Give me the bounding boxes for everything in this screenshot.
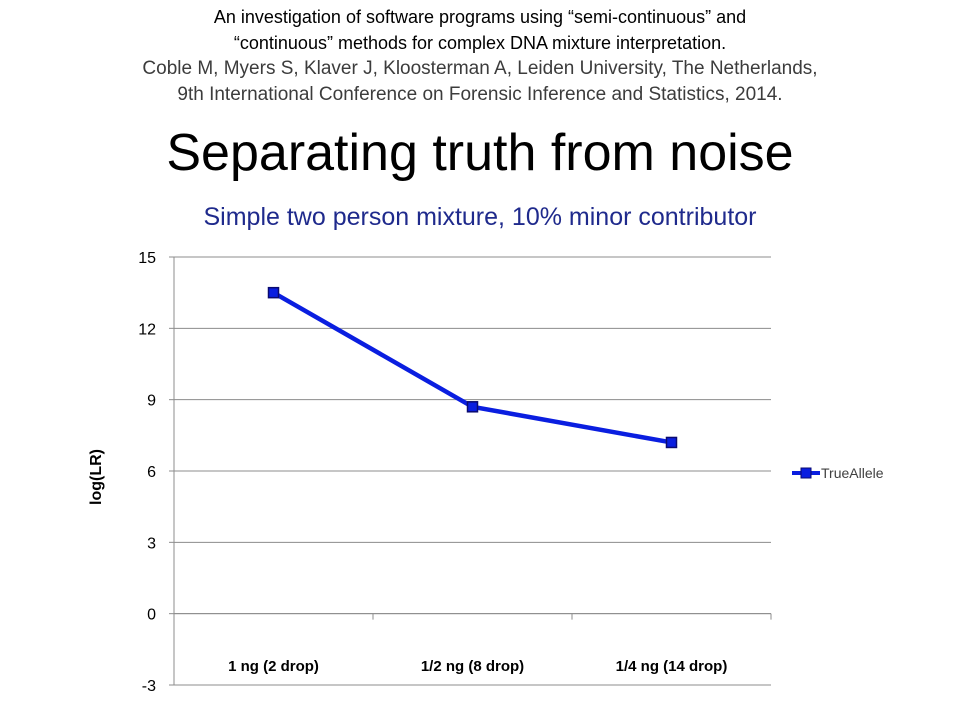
y-tick-label: 3 (147, 535, 156, 552)
gridlines (169, 256, 771, 686)
data-point-marker (466, 401, 479, 413)
citation-conference: 9th International Conference on Forensic… (177, 84, 783, 105)
y-axis-label: log(LR) (88, 449, 105, 505)
y-tick-label: 6 (147, 464, 156, 481)
x-category-label: 1 ng (2 drop) (228, 658, 319, 675)
citation-authors: Coble M, Myers S, Klaver J, Kloosterman … (142, 58, 818, 79)
citation-header: An investigation of software programs us… (0, 4, 960, 108)
x-category-label: 1/4 ng (14 drop) (616, 658, 728, 675)
legend: TrueAllele (792, 465, 884, 481)
y-tick-label: -3 (142, 678, 156, 695)
citation-line-2: “continuous” methods for complex DNA mix… (233, 33, 727, 53)
series-trueallele (267, 286, 678, 449)
y-tick-label: 12 (138, 321, 156, 338)
legend-swatch-marker (800, 467, 812, 479)
slide-title: Separating truth from noise (166, 124, 794, 182)
x-category-label: 1/2 ng (8 drop) (421, 658, 524, 675)
y-tick-label: 9 (147, 393, 156, 410)
y-tick-label: 15 (138, 250, 156, 267)
x-category-labels: 1 ng (2 drop) 1/2 ng (8 drop) 1/4 ng (14 d… (228, 658, 727, 675)
citation-line-1: An investigation of software programs us… (213, 7, 747, 27)
data-point-marker (267, 286, 280, 299)
axes (173, 257, 772, 685)
legend-label: TrueAllele (821, 465, 884, 481)
y-tick-labels: 15 12 9 6 3 0 -3 (138, 250, 156, 695)
series-line (272, 290, 672, 445)
chart-subtitle: Simple two person mixture, 10% minor con… (203, 203, 757, 231)
y-tick-label: 0 (147, 607, 156, 624)
data-point-marker (665, 436, 678, 449)
